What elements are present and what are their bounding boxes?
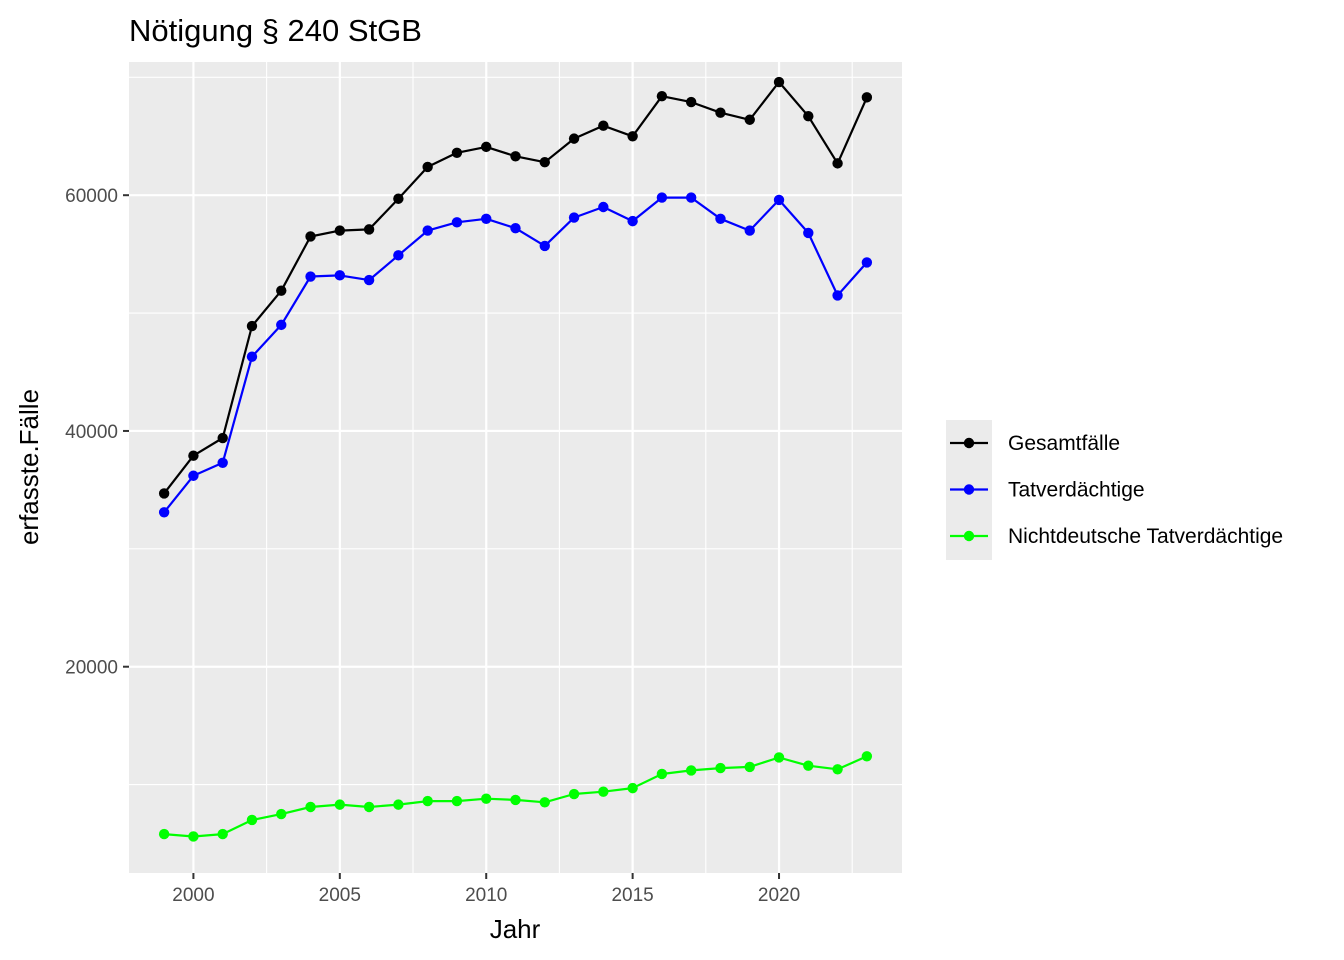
data-point-0 xyxy=(656,90,668,102)
data-point-1 xyxy=(627,215,638,227)
data-point-1 xyxy=(773,194,785,206)
data-point-2 xyxy=(276,808,287,820)
data-point-2 xyxy=(158,828,170,840)
legend: Gesamtfälle Tatverdächtige Nichtdeutsche T… xyxy=(946,420,1283,560)
data-point-2 xyxy=(715,762,726,774)
data-point-2 xyxy=(334,799,346,810)
x-tick-label: 2005 xyxy=(319,885,361,906)
data-point-2 xyxy=(246,814,258,826)
legend-key-point xyxy=(963,530,975,542)
data-point-1 xyxy=(393,250,404,261)
data-point-1 xyxy=(656,192,668,203)
data-point-0 xyxy=(715,107,726,118)
data-point-0 xyxy=(803,111,814,122)
data-point-2 xyxy=(568,788,580,800)
data-point-2 xyxy=(510,794,521,806)
y-axis: 20000 40000 60000 xyxy=(65,186,129,679)
x-tick-label: 2000 xyxy=(172,885,214,906)
data-point-0 xyxy=(773,76,785,88)
y-tick-label: 60000 xyxy=(65,186,118,207)
data-point-0 xyxy=(451,147,463,158)
data-point-1 xyxy=(422,225,433,236)
data-point-1 xyxy=(158,507,170,518)
data-point-0 xyxy=(627,131,638,142)
data-point-1 xyxy=(568,212,580,223)
x-axis-title: Jahr xyxy=(490,914,541,944)
data-point-0 xyxy=(685,96,697,108)
data-point-1 xyxy=(832,290,843,301)
data-point-0 xyxy=(568,133,580,144)
data-point-1 xyxy=(217,457,228,468)
data-point-0 xyxy=(861,92,873,103)
data-point-0 xyxy=(217,432,228,444)
x-tick-label: 2010 xyxy=(465,885,507,906)
x-tick-label: 2015 xyxy=(611,885,653,906)
data-point-0 xyxy=(334,225,346,236)
data-point-0 xyxy=(481,141,492,153)
grid-minor xyxy=(129,62,902,873)
legend-key-point xyxy=(963,484,975,495)
data-point-0 xyxy=(305,231,316,242)
data-point-2 xyxy=(803,760,814,771)
data-point-0 xyxy=(598,120,609,131)
data-point-1 xyxy=(481,213,492,224)
data-point-2 xyxy=(305,801,316,813)
data-point-0 xyxy=(744,114,755,125)
legend-label: Nichtdeutsche Tatverdächtige xyxy=(1008,525,1283,548)
data-point-1 xyxy=(363,274,375,286)
data-point-1 xyxy=(539,240,550,252)
data-point-1 xyxy=(861,257,873,268)
data-point-0 xyxy=(422,161,433,173)
data-point-2 xyxy=(451,795,463,807)
data-point-2 xyxy=(188,831,199,842)
data-point-2 xyxy=(598,786,609,797)
data-point-1 xyxy=(276,319,287,331)
x-tick-label: 2020 xyxy=(758,885,800,906)
data-point-1 xyxy=(744,225,755,236)
data-point-2 xyxy=(861,751,873,762)
data-point-1 xyxy=(334,270,346,281)
data-point-2 xyxy=(393,799,404,810)
data-point-2 xyxy=(744,761,755,773)
data-point-0 xyxy=(393,193,404,204)
y-tick-label: 40000 xyxy=(65,422,118,443)
data-point-2 xyxy=(627,782,638,794)
legend-label: Gesamtfälle xyxy=(1008,432,1120,455)
data-point-1 xyxy=(510,223,521,234)
data-point-2 xyxy=(656,768,668,780)
data-point-1 xyxy=(715,213,726,224)
data-point-1 xyxy=(305,271,316,282)
data-point-1 xyxy=(598,201,609,213)
data-point-0 xyxy=(188,450,199,461)
chart-title: Nötigung § 240 StGB xyxy=(129,13,422,48)
data-point-2 xyxy=(685,765,697,776)
x-axis: 2000 2005 2010 2015 2020 xyxy=(172,873,800,906)
data-point-1 xyxy=(188,470,199,481)
data-point-2 xyxy=(481,793,492,804)
legend-key-point xyxy=(963,437,975,449)
data-point-2 xyxy=(217,828,228,840)
legend-label: Tatverdächtige xyxy=(1008,479,1145,502)
y-tick-label: 20000 xyxy=(65,658,118,679)
series-layer xyxy=(158,76,873,842)
plot-panel xyxy=(129,62,902,873)
y-axis-title: erfasste.Fälle xyxy=(14,389,44,545)
data-point-2 xyxy=(832,764,843,775)
data-point-0 xyxy=(276,285,287,296)
data-point-1 xyxy=(803,227,814,239)
data-point-2 xyxy=(773,752,785,763)
data-point-1 xyxy=(246,351,258,362)
data-point-2 xyxy=(539,797,550,808)
data-point-0 xyxy=(363,224,375,235)
data-point-2 xyxy=(363,801,375,813)
data-point-1 xyxy=(685,192,697,203)
data-point-0 xyxy=(158,488,170,499)
data-point-0 xyxy=(539,156,550,168)
data-point-2 xyxy=(422,795,433,807)
data-point-0 xyxy=(510,151,521,162)
data-point-1 xyxy=(451,217,463,228)
data-point-0 xyxy=(832,158,843,169)
data-point-0 xyxy=(246,320,258,332)
